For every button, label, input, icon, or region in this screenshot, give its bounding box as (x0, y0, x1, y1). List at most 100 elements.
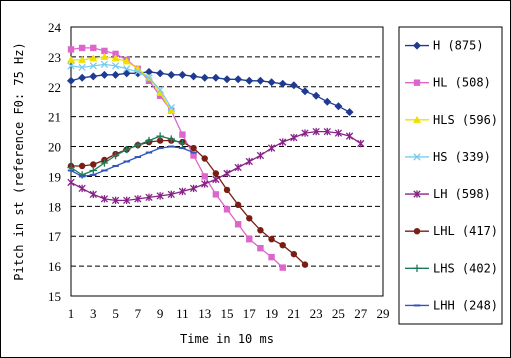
data-point (134, 141, 142, 149)
data-point (234, 163, 242, 172)
data-point (323, 127, 331, 136)
series-4 (67, 60, 175, 112)
data-point (190, 152, 197, 159)
data-point (290, 250, 298, 258)
series-layer (67, 44, 365, 271)
y-tick-label: 16 (48, 259, 62, 274)
data-point (122, 57, 131, 65)
data-point (167, 70, 176, 79)
series-1 (67, 67, 354, 117)
data-point (78, 55, 87, 63)
series-8 (67, 145, 197, 178)
y-tick-label: 15 (48, 289, 61, 304)
series-6 (67, 137, 309, 268)
data-point (100, 52, 109, 60)
y-tick-label: 17 (48, 229, 62, 244)
x-tick-label: 15 (221, 306, 234, 321)
y-tick-label: 18 (48, 199, 61, 214)
data-point (111, 70, 120, 79)
grid-layer (71, 56, 383, 267)
data-point (301, 129, 309, 137)
data-point (413, 115, 421, 123)
x-axis-label: Time in 10 ms (180, 332, 274, 346)
y-tick-label: 21 (48, 110, 61, 125)
data-point (100, 195, 109, 203)
data-point (189, 184, 198, 193)
data-point (89, 166, 97, 175)
legend-entry: LHL (417) (405, 224, 498, 238)
series-line (70, 63, 172, 109)
data-point (167, 135, 175, 143)
data-point (267, 78, 276, 87)
x-tick-label: 27 (354, 306, 368, 321)
data-point (156, 132, 164, 140)
data-point (67, 76, 75, 85)
data-point (78, 44, 86, 52)
series-line (70, 135, 183, 176)
legend-label: HLS (596) (433, 113, 498, 127)
data-point (257, 244, 264, 252)
data-point (279, 264, 286, 271)
data-point (100, 70, 109, 79)
data-point (156, 69, 165, 78)
data-point (279, 241, 286, 249)
data-point (334, 129, 343, 137)
legend-label: HS (339) (433, 150, 491, 164)
data-point (100, 159, 109, 167)
series-line (71, 139, 306, 266)
x-tick-label: 25 (332, 306, 345, 321)
data-point (145, 136, 153, 145)
data-point (112, 50, 119, 58)
x-tick-label: 3 (90, 306, 97, 321)
data-point (134, 195, 142, 203)
data-point (122, 69, 131, 78)
data-point (246, 236, 253, 243)
data-point (111, 62, 120, 70)
x-tick-label: 9 (157, 306, 164, 321)
data-point (189, 72, 198, 81)
x-tick-label: 1 (68, 306, 75, 321)
data-point (123, 65, 131, 73)
data-point (234, 221, 242, 228)
data-point (245, 157, 253, 166)
legend-label: HL (508) (433, 76, 491, 90)
data-point (301, 87, 309, 96)
data-point (256, 151, 265, 160)
data-point (145, 193, 153, 202)
data-point (123, 145, 131, 154)
data-point (78, 184, 86, 193)
x-tick-label: 19 (265, 306, 278, 321)
data-point (90, 44, 97, 52)
data-point (201, 155, 208, 162)
y-tick-label: 24 (48, 20, 62, 35)
data-point (111, 151, 120, 160)
data-point (278, 79, 287, 88)
legend-entry: H (875) (405, 39, 484, 53)
data-point (134, 68, 142, 76)
data-point (212, 170, 220, 177)
legend-label: LHS (402) (433, 261, 498, 275)
legend-entries: H (875) HL (508) HLS (596) HS (339) LH (598)… (405, 39, 498, 312)
x-tick-label: 23 (310, 306, 323, 321)
x-tick-labels: 1 3 5 7 9 11 13 15 17 19 21 23 25 27 29 (68, 306, 390, 321)
data-point (223, 186, 231, 194)
series-line (71, 56, 172, 112)
data-point (200, 73, 209, 82)
legend-entry: HLS (596) (405, 113, 498, 127)
data-point (156, 137, 164, 144)
data-point (89, 54, 98, 62)
data-point (413, 190, 421, 198)
x-tick-label: 5 (112, 306, 119, 321)
x-tick-label: 13 (198, 306, 211, 321)
data-point (90, 161, 97, 168)
data-point (290, 133, 298, 142)
data-point (89, 72, 98, 81)
data-point (413, 153, 421, 161)
data-point (89, 190, 97, 199)
data-point (267, 144, 276, 152)
data-point (89, 62, 97, 70)
legend-entry: LHS (402) (405, 261, 498, 275)
data-point (413, 41, 421, 50)
data-point (223, 206, 231, 213)
